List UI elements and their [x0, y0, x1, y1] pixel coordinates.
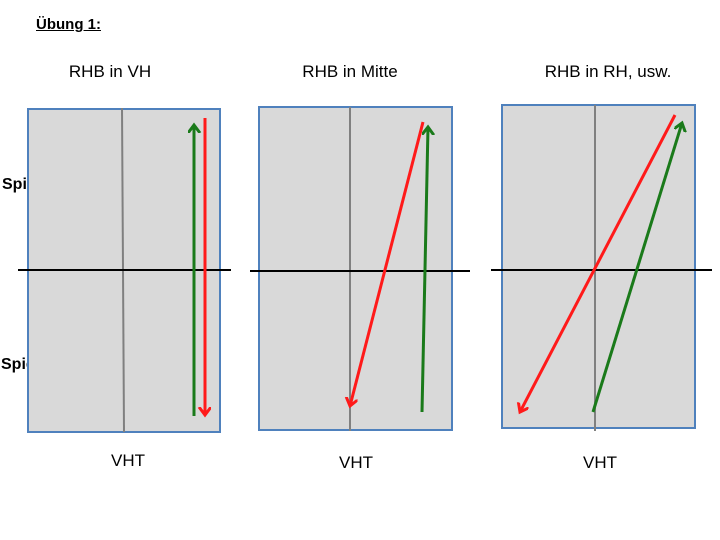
vht-label-1: VHT — [111, 451, 145, 470]
panel-title-3: RHB in RH, usw. — [544, 62, 672, 81]
exercise-title: Übung 1: — [36, 16, 101, 33]
red-arrow-3 — [520, 114, 677, 412]
panel-title-1: RHB in VH — [68, 62, 152, 81]
green-arrow-2 — [420, 127, 428, 413]
court-panel-1 — [18, 107, 231, 433]
vht-label-2: VHT — [339, 453, 373, 472]
court-rect-2 — [258, 106, 453, 431]
red-arrow-2 — [350, 121, 425, 406]
court-panel-2 — [250, 106, 470, 431]
green-arrow-3 — [591, 123, 682, 413]
court-rect-3 — [501, 104, 696, 429]
court-panel-3 — [491, 104, 712, 431]
vht-label-3: VHT — [583, 453, 617, 472]
panel-title-2: RHB in Mitte — [302, 62, 398, 81]
